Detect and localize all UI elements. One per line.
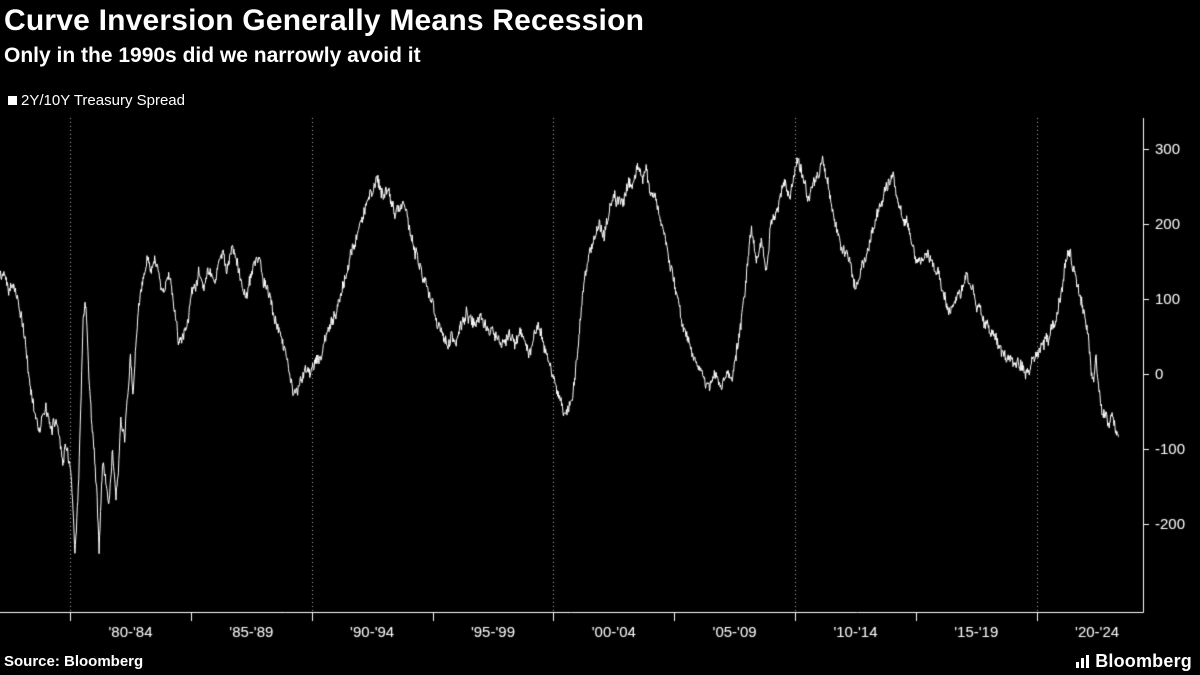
legend-label: 2Y/10Y Treasury Spread: [21, 92, 185, 109]
bloomberg-wordmark: Bloomberg: [1095, 650, 1192, 671]
legend-square-icon: [8, 96, 17, 105]
footer: Source: Bloomberg Bloomberg: [0, 649, 1200, 675]
spread-line-chart: [0, 112, 1200, 655]
bloomberg-bars-icon: [1076, 654, 1090, 668]
legend: 2Y/10Y Treasury Spread: [8, 92, 185, 109]
chart-title: Curve Inversion Generally Means Recessio…: [4, 4, 645, 37]
bloomberg-logo: Bloomberg: [1075, 651, 1192, 672]
chart-subtitle: Only in the 1990s did we narrowly avoid …: [4, 44, 421, 67]
source-label: Source: Bloomberg: [4, 652, 144, 670]
